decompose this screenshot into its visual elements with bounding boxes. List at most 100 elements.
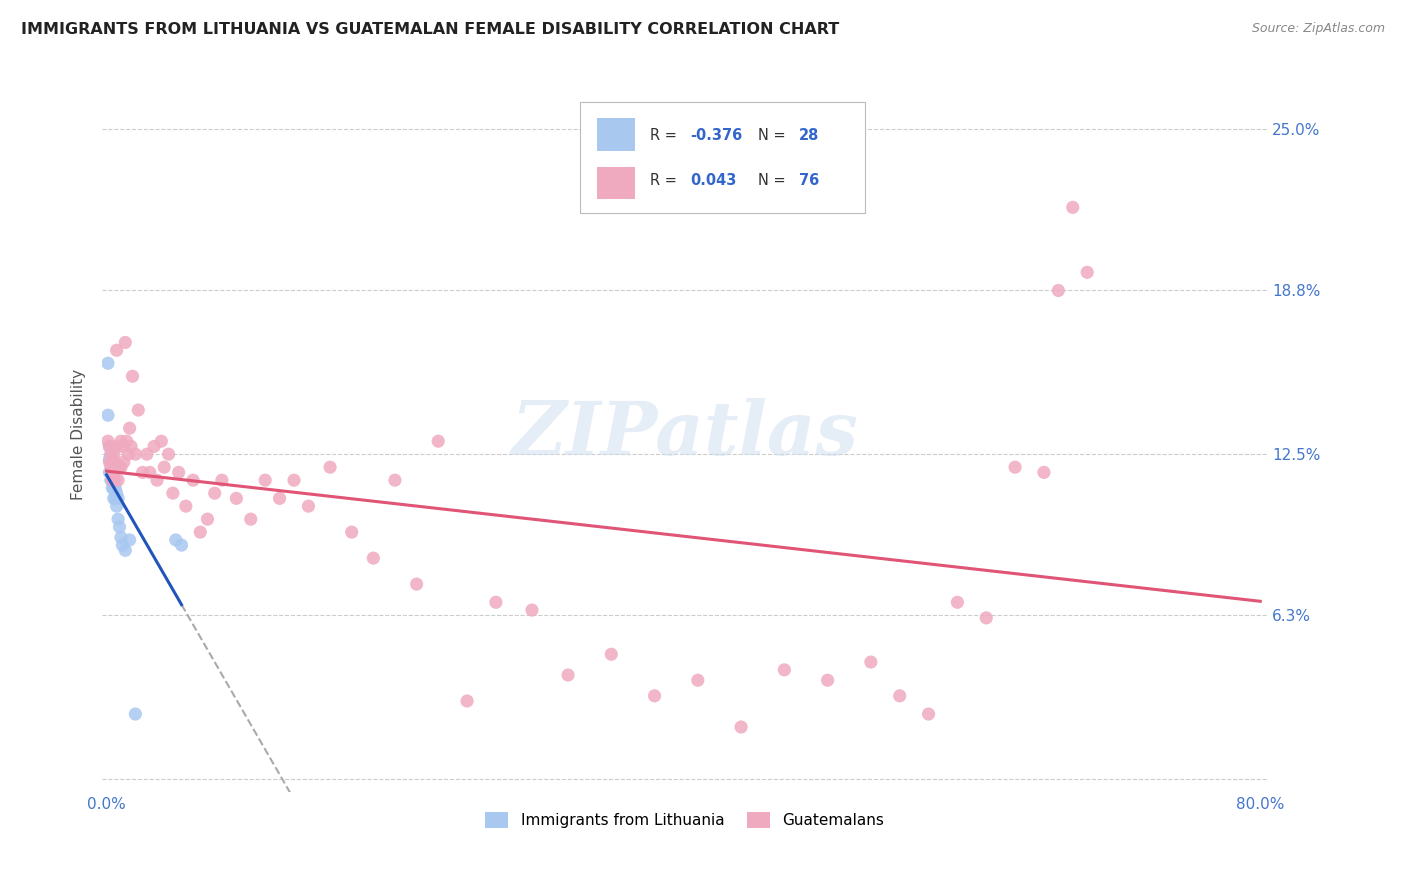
Point <box>118 421 141 435</box>
Point <box>211 473 233 487</box>
Point <box>1062 200 1084 214</box>
Point <box>174 499 197 513</box>
Point <box>98 439 121 453</box>
Point <box>686 673 709 688</box>
Point <box>103 466 125 480</box>
Point <box>297 499 319 513</box>
Text: 0.043: 0.043 <box>690 173 737 188</box>
Point <box>204 486 226 500</box>
Point <box>100 447 122 461</box>
Point <box>107 491 129 506</box>
Point <box>162 486 184 500</box>
Point <box>111 439 134 453</box>
Point <box>120 439 142 453</box>
Point <box>111 538 134 552</box>
Point <box>773 663 796 677</box>
Point <box>384 473 406 487</box>
Point <box>104 491 127 506</box>
Point <box>104 481 127 495</box>
Point <box>98 455 121 469</box>
Point <box>100 447 122 461</box>
Legend: Immigrants from Lithuania, Guatemalans: Immigrants from Lithuania, Guatemalans <box>479 806 890 834</box>
Text: R =: R = <box>650 173 682 188</box>
Point <box>110 530 132 544</box>
Point <box>167 466 190 480</box>
Point <box>188 525 211 540</box>
Point <box>115 434 138 449</box>
Point <box>146 473 169 487</box>
Point <box>98 439 121 453</box>
Point <box>363 551 385 566</box>
Point <box>101 455 124 469</box>
Point <box>427 434 450 449</box>
Point <box>283 473 305 487</box>
Point <box>114 543 136 558</box>
Text: N =: N = <box>758 173 790 188</box>
Point <box>104 473 127 487</box>
Point <box>254 473 277 487</box>
Point <box>153 460 176 475</box>
Point <box>181 473 204 487</box>
Point <box>97 356 120 370</box>
Text: N =: N = <box>758 128 790 143</box>
Point <box>100 473 122 487</box>
Point <box>644 689 666 703</box>
Point <box>405 577 427 591</box>
Point <box>124 447 146 461</box>
Point <box>100 455 122 469</box>
Text: IMMIGRANTS FROM LITHUANIA VS GUATEMALAN FEMALE DISABILITY CORRELATION CHART: IMMIGRANTS FROM LITHUANIA VS GUATEMALAN … <box>21 22 839 37</box>
Point <box>108 520 131 534</box>
Point <box>557 668 579 682</box>
Point <box>97 408 120 422</box>
Point <box>239 512 262 526</box>
Point <box>1004 460 1026 475</box>
Point <box>103 491 125 506</box>
Point <box>135 447 157 461</box>
Point <box>107 460 129 475</box>
Point <box>105 499 128 513</box>
Point <box>225 491 247 506</box>
Point <box>105 343 128 358</box>
Point <box>974 611 997 625</box>
Bar <box>598 119 634 151</box>
Point <box>97 434 120 449</box>
Point <box>520 603 543 617</box>
Point <box>197 512 219 526</box>
Bar <box>598 167 634 199</box>
Text: ZIPatlas: ZIPatlas <box>512 399 858 471</box>
Point <box>121 369 143 384</box>
Point <box>98 452 121 467</box>
Point <box>117 447 139 461</box>
Text: -0.376: -0.376 <box>690 128 742 143</box>
Point <box>1032 466 1054 480</box>
Text: Source: ZipAtlas.com: Source: ZipAtlas.com <box>1251 22 1385 36</box>
Point <box>104 455 127 469</box>
Point <box>889 689 911 703</box>
Point <box>946 595 969 609</box>
Point <box>143 439 166 453</box>
Point <box>139 466 162 480</box>
Point <box>103 447 125 461</box>
Y-axis label: Female Disability: Female Disability <box>72 369 86 500</box>
Point <box>110 434 132 449</box>
Point <box>124 706 146 721</box>
Point <box>600 647 623 661</box>
Point <box>269 491 291 506</box>
Point <box>1047 284 1070 298</box>
Text: R =: R = <box>650 128 682 143</box>
Point <box>859 655 882 669</box>
Point <box>107 512 129 526</box>
Point <box>730 720 752 734</box>
Point <box>108 460 131 475</box>
Point <box>101 473 124 487</box>
Point <box>1076 265 1098 279</box>
Point <box>112 455 135 469</box>
Point <box>456 694 478 708</box>
Point <box>100 460 122 475</box>
Point <box>114 335 136 350</box>
Point <box>165 533 187 547</box>
Point <box>319 460 342 475</box>
Point <box>485 595 508 609</box>
Text: 28: 28 <box>799 128 820 143</box>
Point <box>340 525 363 540</box>
